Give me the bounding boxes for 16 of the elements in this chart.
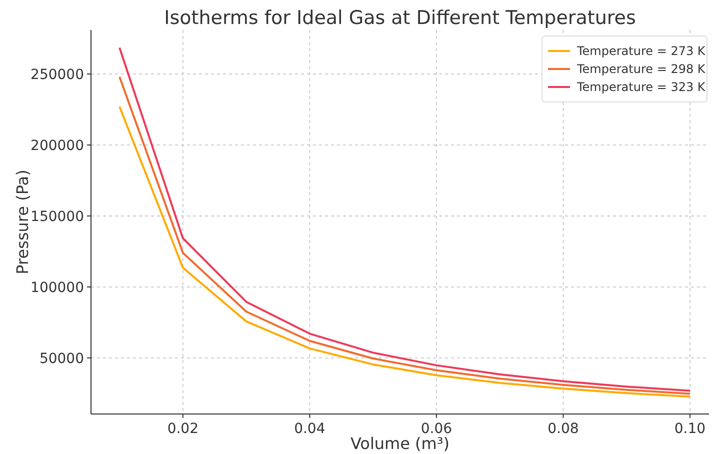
x-tick-label: 0.04 [294, 421, 326, 437]
y-tick-label: 200000 [30, 138, 84, 154]
x-axis-title: Volume (m³) [350, 434, 450, 453]
x-tick-label: 0.08 [548, 421, 579, 437]
legend-label: Temperature = 273 K [576, 44, 706, 58]
legend-label: Temperature = 298 K [576, 62, 706, 76]
legend-label: Temperature = 323 K [576, 80, 706, 94]
x-tick-label: 0.10 [674, 421, 706, 437]
y-axis-title: Pressure (Pa) [13, 170, 32, 274]
y-tick-label: 100000 [30, 280, 84, 296]
x-tick-label: 0.06 [420, 421, 452, 437]
chart-title: Isotherms for Ideal Gas at Different Temperatures [164, 7, 636, 29]
y-tick-label: 150000 [30, 208, 84, 225]
y-tick-label: 50000 [39, 350, 84, 367]
y-tick-label: 250000 [30, 67, 84, 84]
x-tick-label: 0.02 [167, 421, 198, 437]
